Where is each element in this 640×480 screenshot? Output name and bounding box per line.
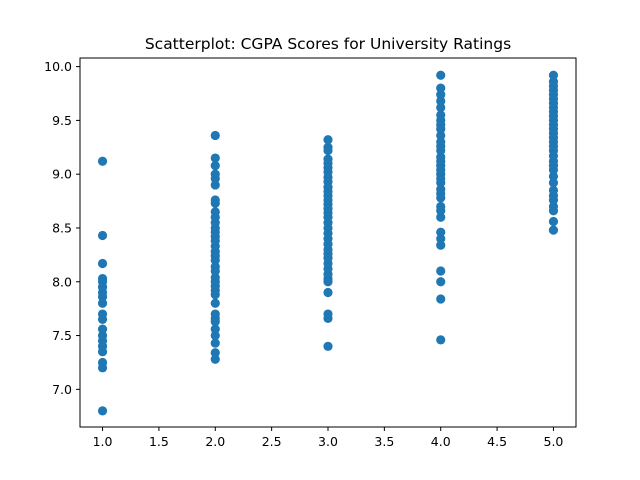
data-point <box>210 338 220 348</box>
data-point <box>323 154 333 164</box>
data-point <box>548 201 559 212</box>
data-point <box>323 135 333 145</box>
data-point <box>323 309 333 319</box>
data-point <box>97 156 108 166</box>
data-point <box>210 309 220 319</box>
data-point <box>210 324 220 334</box>
data-point <box>323 341 333 351</box>
data-point <box>210 160 220 171</box>
data-point <box>97 273 108 284</box>
x-axis: 1.0 1.5 2.0 2.5 3.0 3.5 4.0 4.5 5.0 <box>93 427 564 449</box>
y-tick-label: 10.0 <box>44 59 72 74</box>
y-tick-label: 9.5 <box>52 113 72 128</box>
x-tick-label: 5.0 <box>544 434 564 449</box>
x-tick-label: 3.0 <box>318 434 338 449</box>
data-point <box>436 212 446 222</box>
data-point <box>436 184 446 194</box>
x-tick-label: 2.0 <box>205 434 225 449</box>
data-point <box>436 130 446 141</box>
data-point <box>436 335 446 345</box>
data-point <box>97 406 108 416</box>
x-tick-label: 1.5 <box>149 434 169 449</box>
x-tick-label: 1.0 <box>93 434 113 449</box>
data-point <box>436 102 446 113</box>
data-point <box>323 287 333 298</box>
data-point <box>210 180 220 190</box>
data-point <box>210 330 220 341</box>
data-point <box>210 195 220 205</box>
y-axis: 7.0 7.5 8.0 8.5 9.0 9.5 10.0 <box>44 59 80 397</box>
data-point <box>436 96 446 106</box>
data-point <box>548 216 559 227</box>
data-point <box>436 70 446 80</box>
x-tick-label: 4.0 <box>431 434 451 449</box>
data-point <box>97 324 108 334</box>
y-tick-label: 8.5 <box>52 220 72 235</box>
data-point <box>436 227 446 237</box>
data-point <box>436 201 446 212</box>
data-points <box>97 70 559 416</box>
x-tick-label: 3.5 <box>374 434 394 449</box>
data-point <box>548 178 559 188</box>
x-tick-label: 4.5 <box>487 434 507 449</box>
data-point <box>436 152 446 162</box>
data-point <box>210 272 220 283</box>
data-point <box>436 294 446 304</box>
data-point <box>97 298 108 308</box>
y-tick-label: 7.0 <box>52 382 72 397</box>
y-tick-label: 8.0 <box>52 274 72 289</box>
data-point <box>210 207 220 217</box>
data-point <box>323 142 333 152</box>
data-point <box>436 234 446 244</box>
data-point <box>210 262 220 272</box>
data-point <box>548 171 559 181</box>
data-point <box>210 354 220 364</box>
data-point <box>436 277 446 287</box>
data-point <box>548 185 559 195</box>
data-point <box>548 77 559 87</box>
data-point <box>97 230 108 241</box>
data-point <box>97 357 108 368</box>
data-point <box>436 110 446 120</box>
data-point <box>97 330 108 341</box>
x-tick-label: 2.5 <box>262 434 282 449</box>
chart-title: Scatterplot: CGPA Scores for University … <box>145 35 511 53</box>
data-point <box>436 137 446 147</box>
data-point <box>548 225 559 235</box>
data-point <box>210 153 220 163</box>
y-tick-label: 7.5 <box>52 328 72 343</box>
data-point <box>548 70 559 80</box>
data-point <box>436 240 446 250</box>
data-point <box>210 130 220 141</box>
data-point <box>436 83 446 93</box>
data-point <box>210 298 220 308</box>
data-point <box>210 348 220 358</box>
data-point <box>97 258 108 269</box>
data-point <box>436 266 446 276</box>
y-tick-label: 9.0 <box>52 167 72 182</box>
data-point <box>97 309 108 319</box>
data-point <box>436 89 446 100</box>
data-point <box>210 169 220 179</box>
